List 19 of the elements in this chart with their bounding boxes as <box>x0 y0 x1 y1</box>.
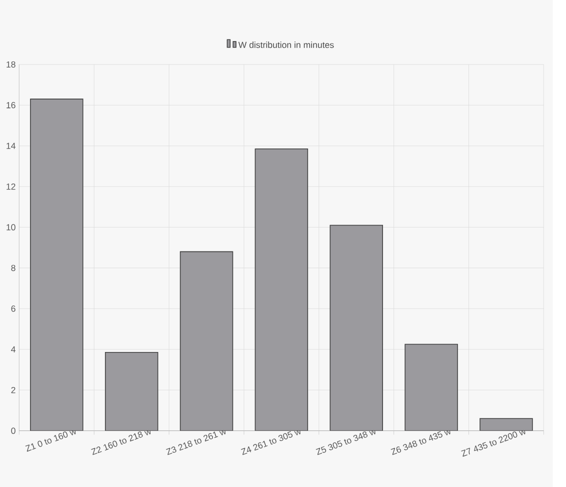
y-tick-label: 2 <box>11 386 16 393</box>
y-tick-label: 6 <box>11 305 16 312</box>
bar <box>104 352 158 431</box>
y-tick-label: 4 <box>11 346 16 352</box>
y-tick-label: 16 <box>6 102 16 108</box>
bar <box>30 98 84 431</box>
y-tick-label: 8 <box>11 264 16 271</box>
y-tick-label: 0 <box>11 427 16 434</box>
y-tick-label: 18 <box>6 61 16 68</box>
y-tick-label: 12 <box>6 183 16 190</box>
bar <box>180 251 234 431</box>
y-tick-label: 14 <box>6 142 16 149</box>
y-tick-label: 10 <box>6 224 16 230</box>
bar <box>330 224 383 431</box>
bar <box>404 344 458 431</box>
legend-label: W distribution in minutes <box>238 41 334 48</box>
bar <box>254 148 308 431</box>
bar <box>480 418 533 431</box>
x-tick-label: Z3 218 to 261 w <box>166 429 226 455</box>
